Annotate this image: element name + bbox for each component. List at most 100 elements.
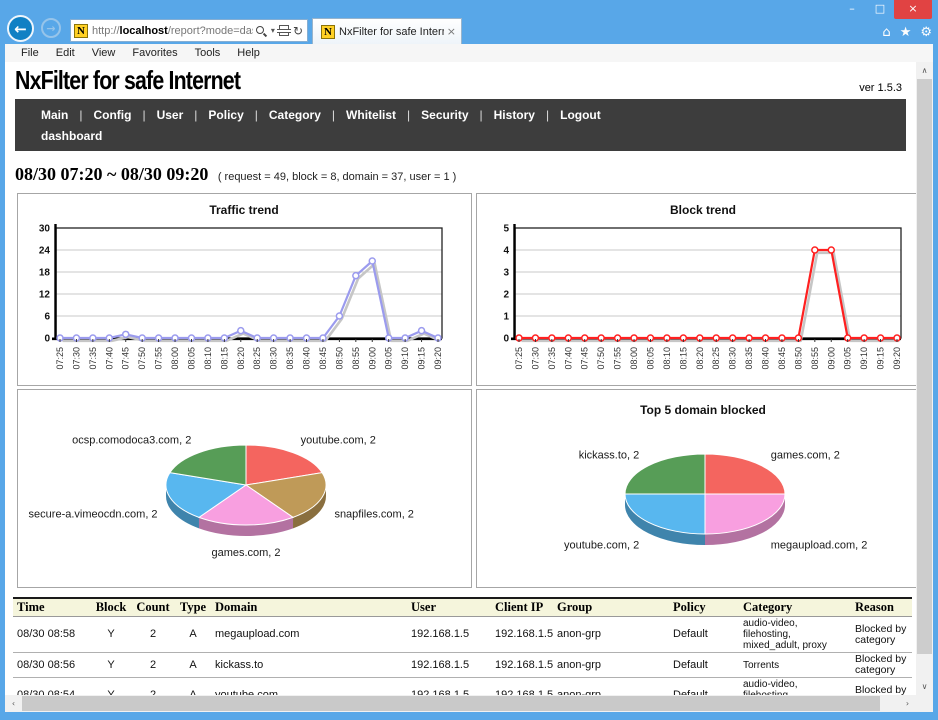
page-header: NxFilter for safe Internet ver 1.5.3 [15, 65, 906, 95]
nav-item-history[interactable]: History [493, 108, 535, 122]
svg-text:youtube.com, 2: youtube.com, 2 [301, 435, 376, 447]
svg-text:games.com, 2: games.com, 2 [211, 547, 280, 559]
nav-item-policy[interactable]: Policy [208, 108, 244, 122]
nav-separator: | [545, 108, 550, 122]
cell-category: Torrents [739, 652, 851, 678]
cell-count: 2 [131, 677, 175, 695]
svg-text:08:30: 08:30 [728, 347, 738, 370]
menu-item-help[interactable]: Help [237, 47, 260, 59]
svg-text:08:50: 08:50 [793, 347, 803, 370]
column-header-time: Time [13, 597, 91, 617]
svg-text:09:20: 09:20 [892, 347, 902, 370]
svg-text:07:35: 07:35 [88, 347, 98, 370]
svg-text:08:40: 08:40 [761, 347, 771, 370]
svg-text:6: 6 [44, 312, 50, 323]
back-button[interactable]: ← [7, 15, 34, 42]
url-text[interactable]: http://localhost/report?mode=dashboard [92, 25, 253, 37]
chart-panels: Traffic trend 0 6 12 18 24 30 07:25 07:30 07:35 07… [17, 193, 916, 588]
cell-type: A [175, 652, 211, 678]
close-button[interactable]: × [894, 0, 932, 19]
cell-client-ip: 192.168.1.5 [491, 652, 553, 678]
cell-block: Y [91, 652, 131, 678]
svg-text:07:45: 07:45 [580, 347, 590, 370]
forward-button[interactable]: → [41, 18, 61, 38]
nav-item-whitelist[interactable]: Whitelist [346, 108, 397, 122]
cell-block: Y [91, 616, 131, 653]
nav-separator: | [331, 108, 336, 122]
scroll-left-icon[interactable]: ‹ [11, 699, 16, 708]
svg-text:09:00: 09:00 [826, 347, 836, 370]
nav-separator: | [254, 108, 258, 122]
cell-count: 2 [131, 616, 175, 653]
home-icon[interactable]: ⌂ [882, 25, 891, 40]
browser-tab[interactable]: N NxFilter for safe Internet × [312, 18, 462, 44]
svg-text:youtube.com, 2: youtube.com, 2 [564, 540, 639, 552]
vertical-scroll-thumb[interactable] [917, 79, 932, 654]
svg-text:kickass.to, 2: kickass.to, 2 [579, 449, 640, 461]
svg-text:08:45: 08:45 [318, 347, 328, 370]
menu-item-favorites[interactable]: Favorites [132, 47, 178, 59]
cell-policy: Default [669, 616, 739, 653]
nav-item-main[interactable]: Main [41, 108, 69, 122]
horizontal-scroll-thumb[interactable] [22, 696, 880, 711]
svg-text:09:10: 09:10 [859, 347, 869, 370]
svg-text:4: 4 [503, 246, 509, 257]
nav-item-security[interactable]: Security [421, 108, 469, 122]
cell-group: anon-grp [553, 652, 669, 678]
svg-text:Block trend: Block trend [670, 203, 736, 217]
site-favicon-icon: N [74, 23, 88, 38]
content-area: NxFilter for safe Internet ver 1.5.3 Mai… [5, 62, 933, 712]
svg-text:09:15: 09:15 [876, 347, 886, 370]
nav-active-page[interactable]: dashboard [41, 129, 103, 143]
column-header-type: Type [175, 597, 211, 617]
column-header-group: Group [553, 597, 669, 617]
star-icon[interactable]: ★ [899, 25, 912, 40]
scroll-down-icon[interactable]: ∨ [921, 682, 928, 691]
compatibility-view-icon[interactable] [276, 25, 291, 36]
svg-text:07:45: 07:45 [121, 347, 131, 370]
tab-close-icon[interactable]: × [446, 25, 456, 38]
svg-text:09:00: 09:00 [367, 347, 377, 370]
svg-text:09:20: 09:20 [433, 347, 443, 370]
svg-text:08:30: 08:30 [269, 347, 279, 370]
menu-item-view[interactable]: View [91, 47, 116, 59]
svg-text:07:30: 07:30 [71, 347, 81, 370]
nav-item-config[interactable]: Config [93, 108, 132, 122]
block-trend-chart: Block trend 0 1 2 3 4 5 07:25 07:30 07:35 07:40 07:… [503, 203, 902, 370]
refresh-icon[interactable]: ↻ [292, 23, 303, 38]
maximize-button[interactable]: □ [874, 2, 886, 15]
svg-text:07:55: 07:55 [613, 347, 623, 370]
vertical-scrollbar[interactable]: ∧ ∨ [916, 62, 933, 695]
main-nav: Main | Config | User | Policy | Category | Whiteli… [15, 99, 906, 151]
gear-icon[interactable]: ⚙ [920, 25, 932, 40]
svg-text:megaupload.com, 2: megaupload.com, 2 [771, 540, 868, 552]
url-path: /report?mode=dashboard [167, 24, 253, 37]
svg-text:18: 18 [39, 268, 51, 279]
svg-text:08:40: 08:40 [302, 347, 312, 370]
nav-item-user[interactable]: User [156, 108, 184, 122]
tab-favicon-icon: N [321, 24, 335, 39]
search-icon[interactable] [255, 25, 267, 37]
svg-text:08:25: 08:25 [252, 347, 262, 370]
scroll-right-icon[interactable]: › [905, 699, 910, 708]
scroll-up-icon[interactable]: ∧ [921, 66, 928, 75]
chevron-down-icon[interactable]: ▾ [270, 26, 275, 35]
cell-type: A [175, 677, 211, 695]
nav-item-category[interactable]: Category [268, 108, 321, 122]
cell-user: 192.168.1.5 [407, 652, 491, 678]
menu-item-tools[interactable]: Tools [194, 47, 221, 59]
svg-text:08:55: 08:55 [810, 347, 820, 370]
nav-items: Main | Config | User | Policy | Category | Whiteli… [41, 108, 906, 122]
nav-item-logout[interactable]: Logout [560, 108, 601, 122]
svg-text:07:35: 07:35 [547, 347, 557, 370]
menu-item-file[interactable]: File [21, 47, 39, 59]
minimize-button[interactable]: – [849, 2, 855, 15]
address-bar[interactable]: N http://localhost/report?mode=dashboard… [70, 19, 308, 42]
scrollbar-corner [916, 695, 933, 712]
cell-policy: Default [669, 652, 739, 678]
browser-toolbar: ⌂ ★ ⚙ [882, 25, 932, 40]
horizontal-scrollbar[interactable]: ‹ › [5, 695, 916, 712]
menu-item-edit[interactable]: Edit [55, 47, 75, 59]
